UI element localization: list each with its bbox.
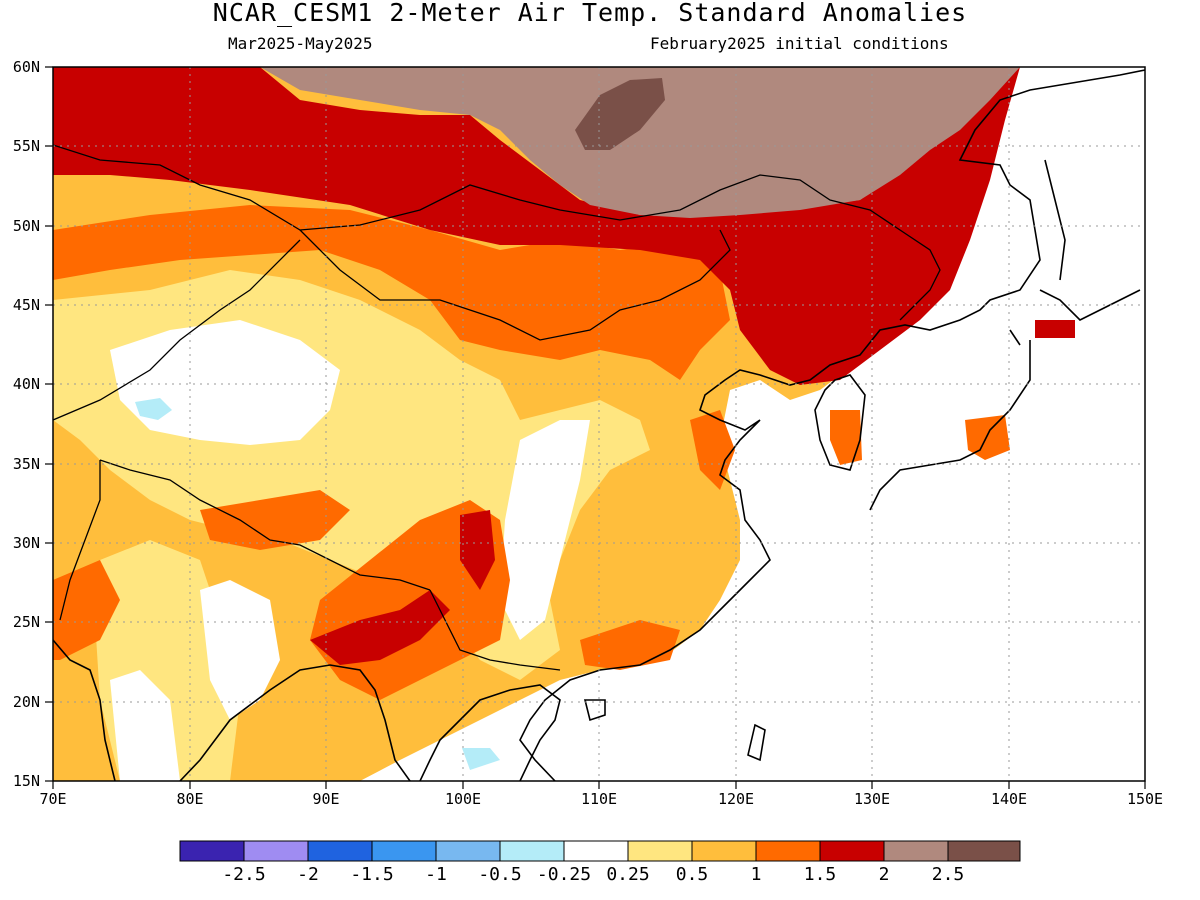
anomaly-region-8 — [135, 398, 172, 420]
colorbar-label: -1.5 — [350, 864, 394, 885]
colorbar-label: -0.5 — [478, 864, 522, 885]
anomaly-region-19 — [460, 510, 495, 590]
coastline-east-asia — [519, 69, 1145, 781]
border-southwest-china — [429, 589, 561, 671]
lon-label-130e: 130E — [853, 790, 891, 808]
anomaly-region-22 — [260, 67, 1020, 218]
lat-label-35n: 35N — [12, 455, 40, 473]
anomaly-region-9 — [462, 748, 500, 770]
colorbar-label: 2 — [878, 864, 890, 885]
anomaly-region-15 — [690, 410, 735, 490]
colorbar-swatch-10 — [819, 840, 885, 862]
colorbar-swatch-5 — [499, 840, 565, 862]
border-india-pakistan — [59, 460, 101, 621]
lon-label-90e: 90E — [312, 790, 340, 808]
anomaly-region-13 — [200, 490, 350, 550]
coastline-sakhalin — [1044, 159, 1066, 281]
anomaly-region-12 — [53, 560, 120, 660]
anomaly-region-4 — [110, 320, 340, 445]
anomaly-region-17 — [965, 415, 1010, 460]
anomaly-region-7 — [200, 580, 280, 720]
lat-label-15n: 15N — [12, 772, 40, 790]
lat-label-40n: 40N — [12, 375, 40, 393]
lat-label-50n: 50N — [12, 217, 40, 235]
colorbar-swatch-9 — [755, 840, 821, 862]
anomaly-region-21 — [1035, 320, 1075, 338]
colorbar-swatch-12 — [947, 840, 1021, 862]
colorbar-swatch-0 — [179, 840, 245, 862]
colorbar-label: 1.5 — [803, 864, 837, 885]
anomaly-region-5 — [500, 420, 590, 640]
colorbar-label: 1 — [750, 864, 762, 885]
colorbar-label: -2.5 — [222, 864, 266, 885]
lon-label-70e: 70E — [39, 790, 67, 808]
gridlines — [53, 67, 1145, 781]
lon-label-110e: 110E — [580, 790, 618, 808]
axis-ticks — [45, 66, 1146, 789]
colorbar-label: 0.25 — [606, 864, 650, 885]
lat-label-30n: 30N — [12, 534, 40, 552]
border-mongolia-china — [299, 229, 731, 341]
coastlines — [53, 69, 1145, 781]
colorbar-swatch-11 — [883, 840, 949, 862]
lat-label-60n: 60N — [12, 58, 40, 76]
lon-label-150e: 150E — [1126, 790, 1164, 808]
border-himalaya — [99, 459, 431, 591]
colorbar-swatch-7 — [627, 840, 693, 862]
colorbar-label: -2 — [297, 864, 319, 885]
coastline-taiwan — [747, 723, 766, 762]
lat-label-25n: 25N — [12, 613, 40, 631]
coastline-japan — [869, 289, 1141, 511]
lat-label-20n: 20N — [12, 693, 40, 711]
colorbar-swatch-6 — [563, 840, 629, 862]
colorbar-label: 2.5 — [931, 864, 965, 885]
lon-label-140e: 140E — [990, 790, 1028, 808]
border-russia-china-mongolia — [53, 144, 941, 321]
colorbar-label: -1 — [425, 864, 447, 885]
anomaly-region-6 — [110, 670, 180, 781]
subtitle-initial-conditions: February2025 initial conditions — [650, 34, 949, 53]
anomaly-region-20 — [310, 590, 450, 665]
colorbar-label: -0.25 — [536, 864, 592, 885]
colorbar-swatch-3 — [371, 840, 437, 862]
lat-label-55n: 55N — [12, 137, 40, 155]
border-central-asia — [53, 239, 301, 421]
colorbar — [179, 840, 1021, 862]
country-borders — [53, 144, 941, 671]
lon-label-80e: 80E — [176, 790, 204, 808]
anomaly-region-16 — [830, 410, 862, 465]
lon-label-100e: 100E — [444, 790, 482, 808]
colorbar-swatch-8 — [691, 840, 757, 862]
coastline-korea — [814, 374, 866, 471]
coastline-indochina — [419, 684, 561, 781]
coastline-hainan — [583, 699, 606, 722]
lat-label-45n: 45N — [12, 296, 40, 314]
colorbar-swatch-2 — [307, 840, 373, 862]
subtitle-period: Mar2025-May2025 — [228, 34, 373, 53]
colorbar-swatch-1 — [243, 840, 309, 862]
anomaly-region-23 — [575, 78, 665, 150]
lon-label-120e: 120E — [717, 790, 755, 808]
colorbar-swatch-4 — [435, 840, 501, 862]
coastline-south-asia — [53, 639, 411, 781]
chart-title: NCAR_CESM1 2-Meter Air Temp. Standard An… — [212, 0, 968, 27]
colorbar-label: 0.5 — [675, 864, 709, 885]
